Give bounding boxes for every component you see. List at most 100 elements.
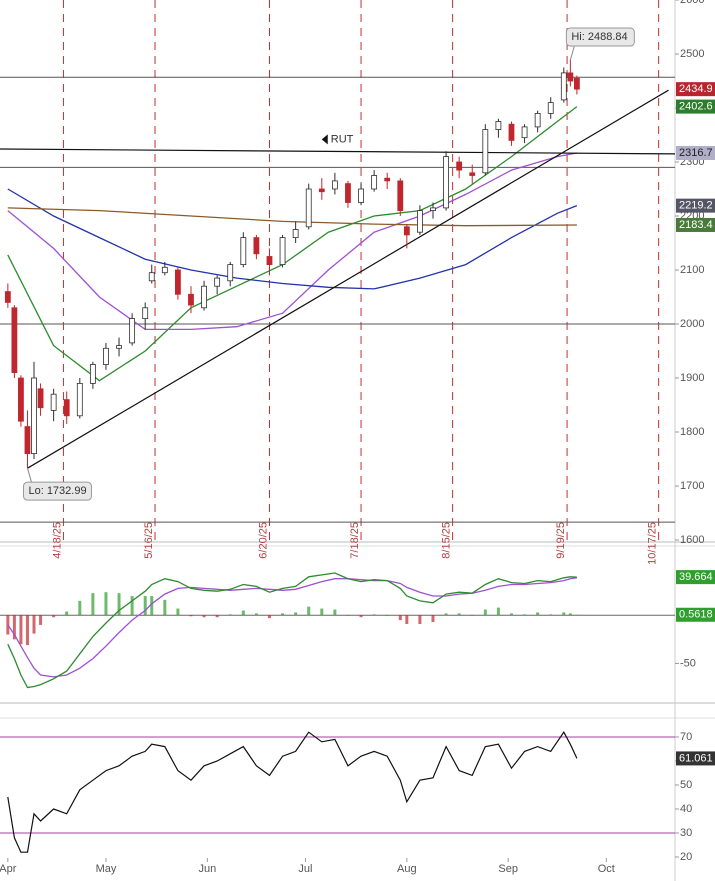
histogram-bar [32, 615, 36, 634]
price-tag-bg [676, 570, 715, 585]
candle-body [521, 126, 528, 139]
annotation: Hi: 2488.84 [571, 31, 627, 43]
x-tick-label: Jun [198, 863, 216, 875]
candle-body [214, 277, 221, 287]
candle-body [279, 237, 286, 266]
histogram-bar [568, 613, 572, 616]
y-tick-label: 30 [680, 827, 692, 839]
annotation: Lo: 1732.99 [28, 485, 86, 497]
candle-body [403, 226, 410, 236]
x-tick-label: Oct [598, 863, 615, 875]
candle-body [253, 237, 260, 255]
price-tag: 2434.9 [679, 83, 713, 95]
candle-body [292, 229, 299, 238]
candle-body [469, 172, 476, 176]
histogram-bar [65, 611, 69, 616]
histogram-bar [320, 608, 324, 616]
candle-body [89, 364, 96, 384]
histogram-bar [281, 613, 285, 616]
candle-body [371, 175, 378, 190]
y-tick-label: 2600 [680, 0, 704, 6]
candle-body [567, 72, 574, 82]
candle-body [456, 161, 463, 171]
price-tag: 0.5618 [679, 609, 713, 621]
price-tag: 2402.6 [679, 101, 713, 113]
histogram-bar [39, 615, 43, 625]
y-tick-label: 2100 [680, 264, 704, 276]
date-marker-label: 8/15/25 [441, 522, 453, 559]
candle-body [148, 272, 155, 282]
annotation-pointer [26, 468, 32, 483]
candle-body [240, 237, 247, 266]
histogram-bar [470, 615, 474, 616]
histogram-bar [575, 614, 579, 616]
candle-body [37, 388, 44, 409]
trend-line [0, 148, 676, 155]
candle-body [50, 393, 57, 411]
y-tick-label: 1700 [680, 480, 704, 492]
histogram-bar [444, 613, 448, 616]
candle-body [397, 180, 404, 211]
price-tag: 2219.2 [679, 200, 713, 212]
candle-body [31, 377, 37, 454]
candle-body [18, 377, 24, 422]
candle-body [201, 285, 207, 309]
histogram-bar [150, 596, 154, 616]
price-tag-bg [676, 82, 715, 97]
annotation-pointer [569, 45, 575, 61]
y-tick-label: 2500 [680, 48, 704, 60]
x-tick-label: May [96, 863, 117, 875]
candle-body [384, 177, 391, 182]
histogram-bar [52, 615, 56, 618]
x-tick-label: Jul [298, 863, 312, 875]
x-tick-label: Apr [0, 863, 17, 875]
histogram-bar [405, 615, 409, 624]
histogram-bar [418, 615, 422, 624]
price-tag-bg [676, 751, 715, 766]
candle-body [305, 188, 312, 228]
candle-body [560, 72, 567, 101]
candle-body [430, 207, 436, 211]
histogram-bar [104, 592, 108, 616]
y-tick-label: 70 [680, 731, 692, 743]
y-tick-label: 1800 [680, 426, 704, 438]
histogram-bar [189, 615, 193, 617]
x-tick-label: Sep [498, 863, 518, 875]
histogram-bar [346, 615, 350, 616]
histogram-bar [202, 615, 206, 618]
date-marker-label: 4/18/25 [51, 522, 63, 559]
candle-body [547, 102, 554, 114]
trend-line-label: RUT [331, 133, 354, 145]
y-tick-label: 1600 [680, 534, 704, 546]
histogram-bar [176, 608, 180, 616]
moving-average [7, 207, 577, 227]
histogram-bar [143, 596, 147, 616]
candle-body [175, 269, 181, 295]
histogram-bar [12, 615, 16, 640]
date-marker-label: 7/18/25 [349, 522, 361, 559]
candle-body [266, 256, 273, 266]
y-tick-label: 40 [680, 803, 692, 815]
histogram-bar [130, 596, 134, 616]
candle-body [482, 129, 489, 174]
histogram-bar [25, 615, 29, 646]
candle-body [76, 382, 83, 417]
macd-line [7, 572, 577, 689]
x-tick-label: Aug [397, 863, 417, 875]
price-tag-bg [676, 198, 715, 213]
candle-body [417, 210, 423, 233]
candle-body [443, 156, 449, 209]
price-tag: 2183.4 [679, 219, 713, 231]
candle-body [142, 307, 149, 319]
histogram-bar [496, 607, 500, 616]
candle-body [358, 188, 364, 203]
histogram-bar [241, 610, 245, 616]
histogram-bar [254, 613, 258, 616]
histogram-bar [294, 612, 298, 616]
histogram-bar [483, 609, 487, 616]
candle-body [11, 307, 18, 373]
candle-body [331, 180, 338, 190]
